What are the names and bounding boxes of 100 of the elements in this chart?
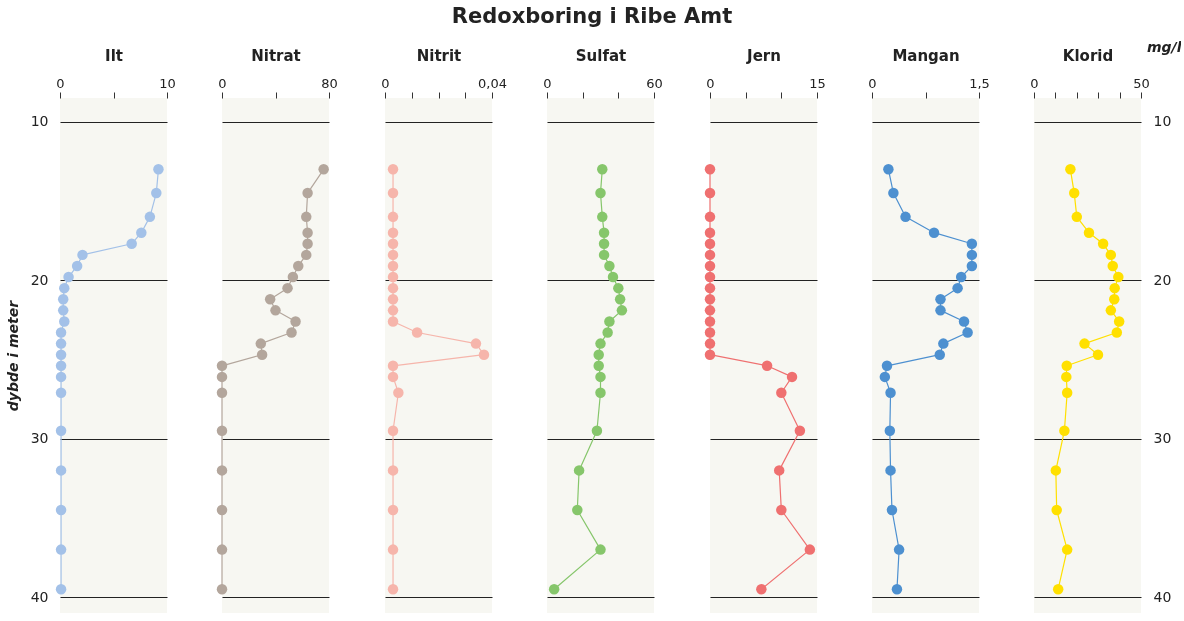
point — [59, 282, 70, 294]
point — [591, 425, 603, 436]
point — [302, 187, 314, 199]
point — [952, 282, 963, 294]
point — [613, 282, 624, 294]
point — [288, 271, 299, 283]
point — [595, 371, 606, 383]
point — [794, 425, 805, 436]
point — [387, 360, 399, 372]
point — [301, 249, 312, 261]
point — [595, 338, 606, 349]
point — [934, 349, 946, 360]
point — [879, 371, 891, 383]
point — [57, 305, 69, 316]
point — [955, 271, 967, 283]
y-axis-title: dybde i meter — [4, 299, 21, 412]
point — [549, 584, 560, 595]
point — [704, 294, 715, 305]
x-tick-label: 50 — [1133, 75, 1151, 91]
point — [217, 387, 228, 398]
point — [1069, 187, 1080, 199]
point — [616, 305, 628, 316]
x-axis-title: Klorid — [1063, 46, 1114, 65]
point — [255, 338, 267, 349]
point — [1061, 360, 1073, 372]
point — [595, 544, 606, 555]
point — [387, 164, 399, 175]
y-tick-label: 30 — [30, 430, 49, 447]
point — [55, 338, 67, 349]
point — [55, 584, 67, 595]
point — [704, 187, 715, 199]
point — [604, 316, 615, 327]
point — [387, 227, 399, 238]
point — [55, 349, 67, 360]
point — [387, 271, 399, 283]
point — [144, 211, 156, 223]
point — [387, 371, 399, 383]
point — [282, 282, 294, 294]
point — [136, 227, 147, 238]
point — [1105, 305, 1117, 316]
point — [602, 327, 614, 338]
point — [761, 360, 772, 372]
point — [885, 387, 896, 398]
point — [77, 249, 88, 261]
point — [593, 349, 605, 360]
point — [804, 544, 815, 555]
point — [928, 227, 940, 238]
point — [55, 544, 67, 555]
point — [704, 260, 715, 272]
x-tick-label: 0 — [543, 75, 552, 91]
point — [966, 238, 978, 250]
point — [71, 260, 83, 272]
x-axis-title: Ilt — [105, 46, 123, 65]
point — [1062, 387, 1073, 398]
y-tick-label: 40 — [30, 588, 49, 605]
point — [63, 271, 74, 283]
point — [881, 360, 893, 372]
x-axis-title: Mangan — [892, 46, 960, 65]
text: Redoxboring i Ribe Amt — [450, 4, 734, 28]
point — [704, 238, 715, 250]
point — [938, 338, 949, 349]
point — [775, 387, 787, 398]
x-axis-title: Nitrit — [416, 46, 462, 65]
point — [704, 227, 715, 238]
point — [704, 316, 715, 327]
y-tick-label: 20 — [30, 271, 49, 288]
point — [599, 249, 610, 261]
point — [217, 584, 228, 595]
point — [387, 282, 399, 294]
point — [59, 316, 70, 327]
point — [55, 504, 67, 516]
point — [217, 371, 228, 383]
point — [217, 425, 228, 436]
x-tick-label: 0 — [56, 75, 65, 91]
point — [286, 327, 298, 338]
point — [1113, 271, 1124, 283]
point — [595, 387, 606, 398]
x-tick-label: 80 — [321, 75, 339, 91]
point — [599, 227, 610, 238]
x-tick-label: 0 — [705, 75, 715, 91]
point — [597, 211, 608, 223]
point — [217, 360, 228, 372]
point — [883, 164, 894, 175]
point — [704, 271, 715, 283]
point — [704, 349, 715, 360]
point — [595, 187, 606, 199]
x-tick-label: 15 — [808, 75, 826, 91]
point — [1071, 211, 1083, 223]
point — [387, 249, 399, 261]
point — [962, 327, 973, 338]
point — [888, 187, 899, 199]
point — [1109, 294, 1120, 305]
point — [775, 504, 787, 516]
point — [704, 305, 715, 316]
point — [1059, 425, 1071, 436]
point — [57, 294, 69, 305]
point — [884, 425, 896, 436]
point — [318, 164, 330, 175]
point — [387, 294, 399, 305]
point — [301, 211, 312, 223]
